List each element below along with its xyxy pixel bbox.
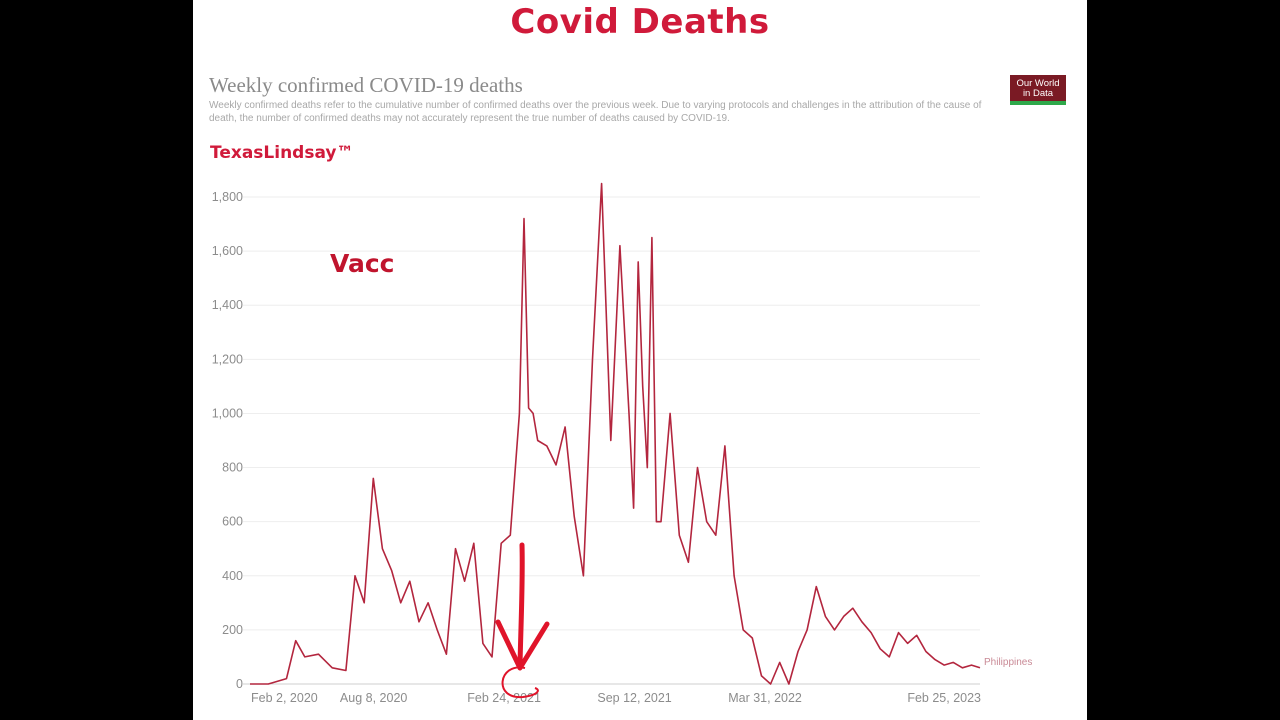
owid-logo: Our World in Data xyxy=(1010,75,1066,105)
y-tick-label: 1,400 xyxy=(212,298,243,312)
x-tick-label: Sep 12, 2021 xyxy=(597,691,671,705)
y-tick-label: 600 xyxy=(222,515,243,529)
y-tick-label: 1,200 xyxy=(212,352,243,366)
x-tick-label: Mar 31, 2022 xyxy=(728,691,802,705)
y-tick-label: 1,000 xyxy=(212,406,243,420)
chart-subtitle: Weekly confirmed deaths refer to the cum… xyxy=(209,100,982,124)
x-axis: Feb 2, 2020 Aug 8, 2020 Feb 24, 2021 Sep 12… xyxy=(251,691,981,705)
x-tick-label: Feb 25, 2023 xyxy=(907,691,981,705)
y-tick-label: 0 xyxy=(236,677,243,691)
x-tick-label: Feb 24, 2021 xyxy=(467,691,541,705)
y-tick-label: 400 xyxy=(222,569,243,583)
y-axis: 0 200 400 600 800 1,000 1,200 1,400 1,600 1,800 xyxy=(212,190,243,691)
series-group: Philippines xyxy=(250,182,1032,685)
chart-title: Weekly confirmed COVID-19 deaths xyxy=(209,73,523,97)
watermark: TexasLindsay™ xyxy=(210,143,354,163)
y-tick-label: 1,600 xyxy=(212,244,243,258)
slide-headline: Covid Deaths xyxy=(510,2,770,42)
slide: Covid Deaths Weekly confirmed COVID-19 d… xyxy=(193,0,1087,720)
series-line-philippines xyxy=(250,182,981,685)
x-tick-label: Aug 8, 2020 xyxy=(340,691,407,705)
vacc-annotation: Vacc xyxy=(330,249,395,278)
x-tick-label: Feb 2, 2020 xyxy=(251,691,318,705)
series-label: Philippines xyxy=(984,657,1032,668)
circle-mark xyxy=(501,666,539,699)
chart-plot: 0 200 400 600 800 1,000 1,200 1,400 1,600 1,800 F… xyxy=(212,182,1032,705)
y-tick-label: 200 xyxy=(222,623,243,637)
y-tick-label: 800 xyxy=(222,461,243,475)
grid-lines xyxy=(243,196,980,685)
y-tick-label: 1,800 xyxy=(212,190,243,204)
arrow-shaft xyxy=(517,542,525,668)
arrow-annotation xyxy=(495,542,550,699)
